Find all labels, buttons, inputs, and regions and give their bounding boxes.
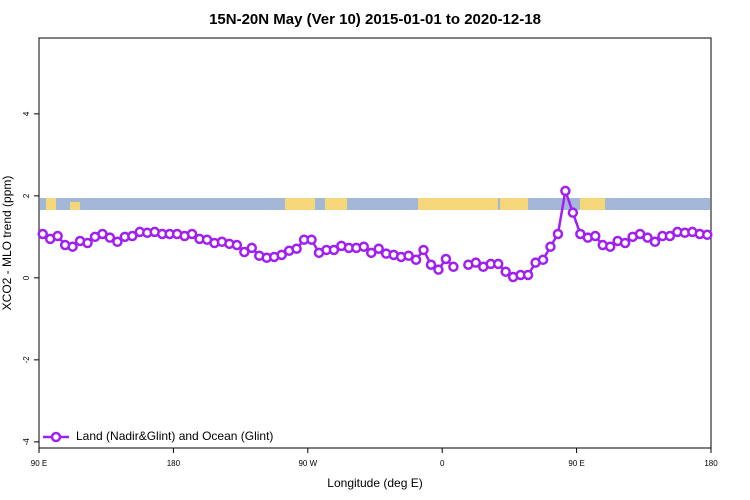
x-tick-label: 180: [704, 459, 718, 468]
y-tick-label: -2: [22, 356, 31, 364]
data-point: [702, 229, 713, 241]
y-tick-label: 0: [22, 275, 31, 280]
data-point: [358, 241, 370, 252]
data-point: [664, 230, 676, 242]
legend-label: Land (Nadir&Glint) and Ocean (Glint): [76, 429, 273, 443]
data-point: [418, 244, 429, 256]
plot-frame: [38, 37, 712, 449]
y-tick-label: -4: [22, 438, 31, 446]
data-point: [537, 254, 549, 266]
data-point: [82, 237, 93, 249]
y-tick-label: 4: [22, 111, 31, 116]
data-point: [492, 258, 504, 270]
x-tick-label: 180: [167, 459, 181, 468]
data-point: [440, 253, 452, 265]
data-point: [112, 236, 123, 248]
x-tick-label: 0: [440, 459, 445, 468]
data-point: [522, 269, 534, 281]
data-point: [328, 244, 340, 256]
data-point: [433, 264, 444, 275]
data-point: [291, 243, 302, 254]
data-point: [642, 232, 653, 243]
legend-marker: [50, 431, 62, 443]
data-point: [448, 261, 459, 273]
data-point: [567, 207, 579, 218]
data-point: [425, 259, 437, 270]
x-tick-label: 90 W: [298, 459, 317, 468]
x-tick-label: 90 E: [568, 459, 584, 468]
data-point: [373, 243, 384, 254]
data-point: [306, 234, 317, 245]
data-point: [127, 230, 138, 242]
data-point: [500, 266, 511, 277]
data-point: [231, 239, 243, 251]
data-point: [37, 228, 48, 240]
data-point: [239, 246, 250, 258]
map-strip: [40, 198, 710, 210]
data-point: [186, 228, 198, 240]
data-point: [470, 257, 482, 268]
data-point: [276, 249, 287, 261]
data-point: [410, 254, 422, 266]
data-point: [590, 230, 601, 242]
data-point: [552, 228, 564, 240]
data-point: [545, 241, 556, 252]
data-point: [67, 241, 78, 252]
y-axis-label: XCO2 - MLO trend (ppm): [0, 176, 14, 311]
data-point: [619, 237, 631, 249]
x-tick-label: 90 E: [31, 459, 47, 468]
chart-title: 15N-20N May (Ver 10) 2015-01-01 to 2020-…: [209, 11, 541, 28]
data-point: [52, 230, 63, 242]
data-point: [104, 232, 116, 243]
data-point: [649, 236, 661, 248]
data-point: [604, 241, 616, 252]
data-point: [246, 242, 258, 254]
data-point: [560, 185, 571, 197]
data-point: [366, 247, 377, 259]
y-tick-label: 2: [22, 193, 31, 198]
x-axis-label: Longitude (deg E): [327, 476, 422, 490]
data-point: [403, 250, 414, 261]
